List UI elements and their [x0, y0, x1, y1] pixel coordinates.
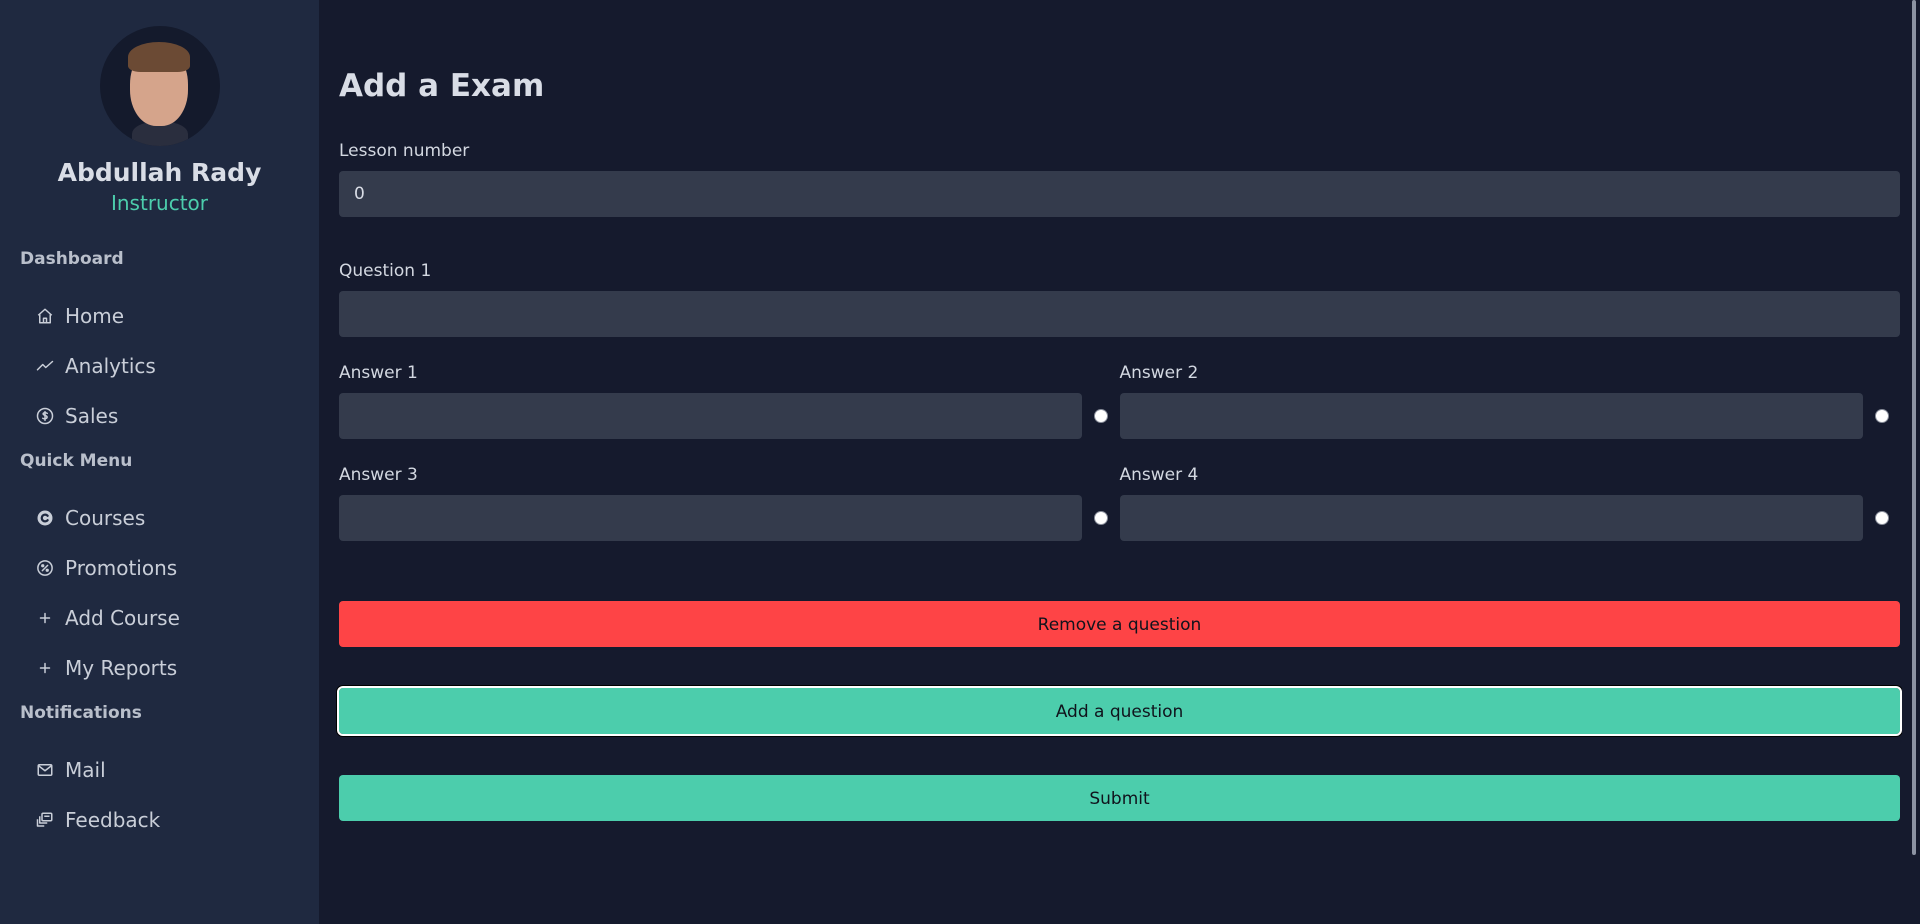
- question-label: Question 1: [339, 261, 432, 281]
- sidebar-item-add-course[interactable]: Add Course: [0, 593, 319, 643]
- c-circle-icon: [34, 507, 56, 529]
- answer-3-group: Answer 3: [339, 464, 1120, 541]
- sidebar-item-analytics[interactable]: Analytics: [0, 341, 319, 391]
- profile-name: Abdullah Rady: [57, 158, 262, 187]
- answer-3-input[interactable]: [339, 495, 1082, 541]
- remove-question-button[interactable]: Remove a question: [339, 601, 1900, 647]
- sidebar-item-my-reports[interactable]: My Reports: [0, 643, 319, 693]
- answer-3-label: Answer 3: [339, 465, 418, 485]
- scrollbar[interactable]: [1902, 0, 1920, 924]
- page-title: Add a Exam: [339, 68, 545, 104]
- answer-1-group: Answer 1: [339, 362, 1120, 439]
- sidebar-item-mail[interactable]: Mail: [0, 745, 319, 795]
- dollar-circle-icon: [34, 405, 56, 427]
- answer-1-input[interactable]: [339, 393, 1082, 439]
- answer-1-row: [339, 393, 1120, 439]
- nav-section-notifications: Notifications: [20, 703, 142, 723]
- main-content: Add a Exam Lesson number Question 1 Answ…: [319, 0, 1920, 924]
- avatar-shirt: [131, 122, 188, 146]
- answer-4-group: Answer 4: [1119, 464, 1901, 541]
- question-input[interactable]: [339, 291, 1900, 337]
- answer-3-row: [339, 495, 1120, 541]
- answer-3-correct-radio[interactable]: [1094, 511, 1108, 525]
- submit-button[interactable]: Submit: [339, 775, 1900, 821]
- lesson-number-label: Lesson number: [339, 141, 470, 161]
- badge-percent-icon: [34, 557, 56, 579]
- avatar-hair: [127, 42, 190, 72]
- plus-icon: [34, 607, 56, 629]
- nav-section-quick-menu: Quick Menu: [20, 451, 133, 471]
- sidebar-item-label: My Reports: [65, 656, 178, 680]
- answer-2-correct-radio[interactable]: [1874, 409, 1889, 423]
- lesson-number-input[interactable]: [339, 171, 1900, 217]
- answer-1-label: Answer 1: [339, 363, 418, 383]
- exam-form: Add a Exam Lesson number Question 1 Answ…: [337, 0, 1902, 821]
- sidebar-item-label: Add Course: [65, 606, 180, 630]
- sidebar-item-feedback[interactable]: Feedback: [0, 795, 319, 845]
- nav-list-notifications: Mail Feedback: [0, 745, 319, 845]
- sidebar-item-courses[interactable]: Courses: [0, 493, 319, 543]
- sidebar-item-label: Feedback: [65, 808, 161, 832]
- scrollbar-thumb[interactable]: [1912, 0, 1916, 855]
- mail-icon: [34, 759, 56, 781]
- nav-section-dashboard: Dashboard: [20, 249, 124, 269]
- answers-row-1: Answer 1 Answer 2: [339, 362, 1900, 439]
- answers-row-2: Answer 3 Answer 4: [339, 464, 1900, 541]
- answer-4-label: Answer 4: [1119, 465, 1199, 485]
- sidebar-item-sales[interactable]: Sales: [0, 391, 319, 441]
- answer-2-row: [1119, 393, 1901, 439]
- sidebar-item-label: Courses: [65, 506, 146, 530]
- sidebar-item-label: Sales: [65, 404, 119, 428]
- sidebar-item-label: Mail: [65, 758, 106, 782]
- trend-line-icon: [34, 355, 56, 377]
- avatar: [99, 26, 220, 146]
- profile-card: Abdullah Rady Instructor: [0, 0, 319, 215]
- feedback-icon: [34, 809, 56, 831]
- answer-4-input[interactable]: [1119, 495, 1863, 541]
- plus-icon: [34, 657, 56, 679]
- answer-4-correct-radio[interactable]: [1874, 511, 1889, 525]
- answer-4-row: [1119, 495, 1901, 541]
- add-question-button[interactable]: Add a question: [337, 686, 1902, 736]
- sidebar-item-label: Home: [65, 304, 125, 328]
- sidebar-item-home[interactable]: Home: [0, 291, 319, 341]
- profile-role: Instructor: [110, 191, 209, 215]
- answer-2-input[interactable]: [1119, 393, 1863, 439]
- answer-2-group: Answer 2: [1119, 362, 1901, 439]
- answer-2-label: Answer 2: [1119, 363, 1199, 383]
- nav-list-dashboard: Home Analytics Sales: [0, 291, 319, 441]
- home-icon: [34, 305, 56, 327]
- sidebar-item-label: Promotions: [65, 556, 178, 580]
- sidebar: Abdullah Rady Instructor Dashboard Home …: [0, 0, 319, 924]
- sidebar-item-label: Analytics: [65, 354, 156, 378]
- sidebar-item-promotions[interactable]: Promotions: [0, 543, 319, 593]
- answer-1-correct-radio[interactable]: [1094, 409, 1108, 423]
- nav-list-quick-menu: Courses Promotions Add Course My Reports: [0, 493, 319, 693]
